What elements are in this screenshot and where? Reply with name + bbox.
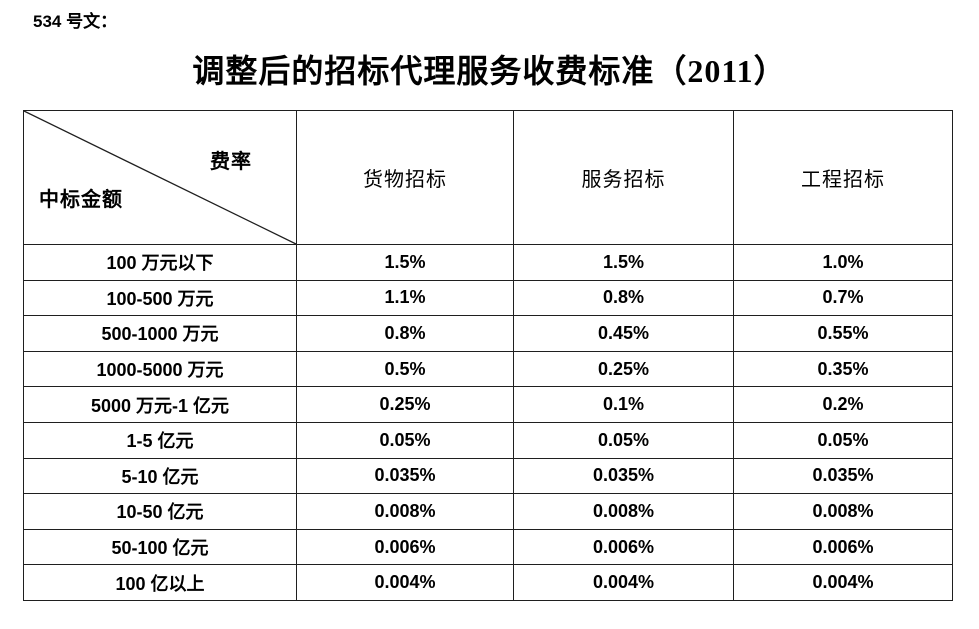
rate-cell: 0.008% (296, 493, 514, 530)
rate-cell: 0.035% (733, 457, 953, 495)
amount-cell: 50-100 亿元 (23, 528, 297, 566)
fee-table-head: 费率 中标金额 货物招标 服务招标 工程招标 (23, 110, 953, 245)
amount-cell: 500-1000 万元 (23, 315, 297, 352)
rate-cell: 1.5% (513, 244, 734, 281)
rate-cell: 1.5% (296, 244, 514, 281)
rate-cell: 0.7% (733, 279, 953, 317)
amount-cell: 5000 万元-1 亿元 (23, 386, 297, 423)
table-row: 500-1000 万元 0.8% 0.45% 0.55% (23, 315, 953, 352)
column-header-engineering: 工程招标 (733, 110, 953, 245)
doc-number-label: 534 号文： (33, 12, 118, 31)
rate-cell: 0.5% (296, 350, 514, 388)
table-row: 100 万元以下 1.5% 1.5% 1.0% (23, 244, 953, 281)
rate-cell: 0.55% (733, 315, 953, 352)
corner-rate-label: 费率 (210, 151, 252, 173)
table-row: 100 亿以上 0.004% 0.004% 0.004% (23, 564, 953, 601)
diagonal-line (24, 111, 296, 244)
rate-cell: 0.004% (296, 564, 514, 601)
diagonal-header-cell: 费率 中标金额 (23, 110, 297, 245)
amount-cell: 1000-5000 万元 (23, 350, 297, 388)
corner-amount-label: 中标金额 (39, 189, 123, 211)
rate-cell: 0.35% (733, 350, 953, 388)
amount-cell: 10-50 亿元 (23, 493, 297, 530)
rate-cell: 1.0% (733, 244, 953, 281)
rate-cell: 0.006% (296, 528, 514, 566)
table-row: 5-10 亿元 0.035% 0.035% 0.035% (23, 457, 953, 495)
rate-cell: 1.1% (296, 279, 514, 317)
rate-cell: 0.008% (513, 493, 734, 530)
rate-cell: 0.008% (733, 493, 953, 530)
table-row: 50-100 亿元 0.006% 0.006% 0.006% (23, 528, 953, 566)
amount-cell: 5-10 亿元 (23, 457, 297, 495)
rate-cell: 0.035% (296, 457, 514, 495)
header-row: 费率 中标金额 货物招标 服务招标 工程招标 (23, 110, 953, 245)
amount-cell: 100-500 万元 (23, 279, 297, 317)
amount-cell: 100 万元以下 (23, 244, 297, 281)
rate-cell: 0.2% (733, 386, 953, 423)
table-row: 100-500 万元 1.1% 0.8% 0.7% (23, 279, 953, 317)
rate-cell: 0.25% (296, 386, 514, 423)
rate-cell: 0.45% (513, 315, 734, 352)
rate-cell: 0.004% (733, 564, 953, 601)
amount-cell: 1-5 亿元 (23, 421, 297, 459)
amount-cell: 100 亿以上 (23, 564, 297, 601)
fee-table: 费率 中标金额 货物招标 服务招标 工程招标 100 万元以下 1.5% 1.5% 1… (23, 110, 953, 601)
page-title: 调整后的招标代理服务收费标准（2011） (192, 53, 787, 89)
fee-table-body: 100 万元以下 1.5% 1.5% 1.0% 100-500 万元 1.1% 0.8% 0.… (23, 244, 953, 601)
rate-cell: 0.004% (513, 564, 734, 601)
rate-cell: 0.8% (513, 279, 734, 317)
rate-cell: 0.035% (513, 457, 734, 495)
rate-cell: 0.006% (513, 528, 734, 566)
column-header-goods: 货物招标 (296, 110, 514, 245)
rate-cell: 0.8% (296, 315, 514, 352)
table-row: 10-50 亿元 0.008% 0.008% 0.008% (23, 493, 953, 530)
column-header-services: 服务招标 (513, 110, 734, 245)
rate-cell: 0.05% (296, 421, 514, 459)
table-row: 1000-5000 万元 0.5% 0.25% 0.35% (23, 350, 953, 388)
table-row: 1-5 亿元 0.05% 0.05% 0.05% (23, 421, 953, 459)
rate-cell: 0.25% (513, 350, 734, 388)
table-row: 5000 万元-1 亿元 0.25% 0.1% 0.2% (23, 386, 953, 423)
rate-cell: 0.1% (513, 386, 734, 423)
rate-cell: 0.05% (513, 421, 734, 459)
rate-cell: 0.05% (733, 421, 953, 459)
rate-cell: 0.006% (733, 528, 953, 566)
